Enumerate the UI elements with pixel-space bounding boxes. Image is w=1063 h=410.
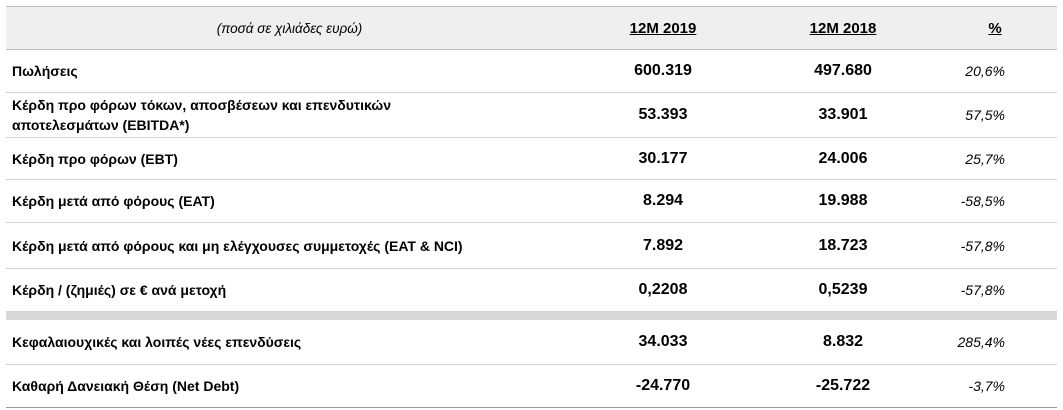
value-2018: 0,5239 [753, 268, 933, 312]
column-header-percent-change: % [933, 6, 1057, 50]
row-eps: Κέρδη / (ζημιές) σε € ανά μετοχή 0,2208 … [6, 268, 1057, 312]
value-2018: 8.832 [753, 320, 933, 365]
row-net-debt: Καθαρή Δανειακή Θέση (Net Debt) -24.770 … [6, 364, 1057, 408]
value-2018: 19.988 [753, 179, 933, 223]
value-2019: -24.770 [573, 364, 753, 408]
row-label: Κέρδη προ φόρων (EBT) [6, 137, 573, 180]
value-percent-change: 57,5% [933, 92, 1057, 138]
value-percent-change: -57,8% [933, 222, 1057, 269]
value-2019: 7.892 [573, 222, 753, 269]
row-label: Κέρδη μετά από φόρους και μη ελέγχουσες … [6, 222, 573, 269]
row-label-line-1: Κέρδη προ φόρων τόκων, αποσβέσεων και επ… [12, 97, 392, 113]
row-sales: Πωλήσεις 600.319 497.680 20,6% [6, 49, 1057, 93]
row-capex: Κεφαλαιουχικές και λοιπές νέες επενδύσει… [6, 320, 1057, 365]
row-label: Κέρδη μετά από φόρους (EAT) [6, 179, 573, 223]
row-label: Καθαρή Δανειακή Θέση (Net Debt) [6, 364, 573, 408]
financial-results-table: (ποσά σε χιλιάδες ευρώ) 12M 2019 12M 201… [6, 6, 1057, 408]
value-2018: 497.680 [753, 49, 933, 93]
value-2018: 33.901 [753, 92, 933, 138]
value-2019: 0,2208 [573, 268, 753, 312]
value-2018: 18.723 [753, 222, 933, 269]
value-2019: 34.033 [573, 320, 753, 365]
value-2019: 53.393 [573, 92, 753, 138]
section-separator [6, 311, 1057, 320]
row-label: Κέρδη προ φόρων τόκων, αποσβέσεων και επ… [6, 92, 573, 138]
value-percent-change: 25,7% [933, 137, 1057, 180]
value-percent-change: -3,7% [933, 364, 1057, 408]
value-percent-change: 20,6% [933, 49, 1057, 93]
row-ebt: Κέρδη προ φόρων (EBT) 30.177 24.006 25,7… [6, 137, 1057, 180]
header-row: (ποσά σε χιλιάδες ευρώ) 12M 2019 12M 201… [6, 6, 1057, 50]
row-eat: Κέρδη μετά από φόρους (EAT) 8.294 19.988… [6, 179, 1057, 223]
row-label: Πωλήσεις [6, 49, 573, 93]
value-2018: -25.722 [753, 364, 933, 408]
value-percent-change: -57,8% [933, 268, 1057, 312]
value-percent-change: 285,4% [933, 320, 1057, 365]
value-2018: 24.006 [753, 137, 933, 180]
row-eat-nci: Κέρδη μετά από φόρους και μη ελέγχουσες … [6, 222, 1057, 269]
row-label: Κέρδη / (ζημιές) σε € ανά μετοχή [6, 268, 573, 312]
units-note: (ποσά σε χιλιάδες ευρώ) [6, 6, 573, 50]
value-2019: 8.294 [573, 179, 753, 223]
row-ebitda: Κέρδη προ φόρων τόκων, αποσβέσεων και επ… [6, 92, 1057, 138]
value-percent-change: -58,5% [933, 179, 1057, 223]
value-2019: 600.319 [573, 49, 753, 93]
separator-band [6, 311, 1057, 320]
column-header-2019: 12M 2019 [573, 6, 753, 50]
row-label-line-2: αποτελεσμάτων (EBITDA*) [12, 117, 190, 133]
value-2019: 30.177 [573, 137, 753, 180]
column-header-2018: 12M 2018 [753, 6, 933, 50]
row-label: Κεφαλαιουχικές και λοιπές νέες επενδύσει… [6, 320, 573, 365]
